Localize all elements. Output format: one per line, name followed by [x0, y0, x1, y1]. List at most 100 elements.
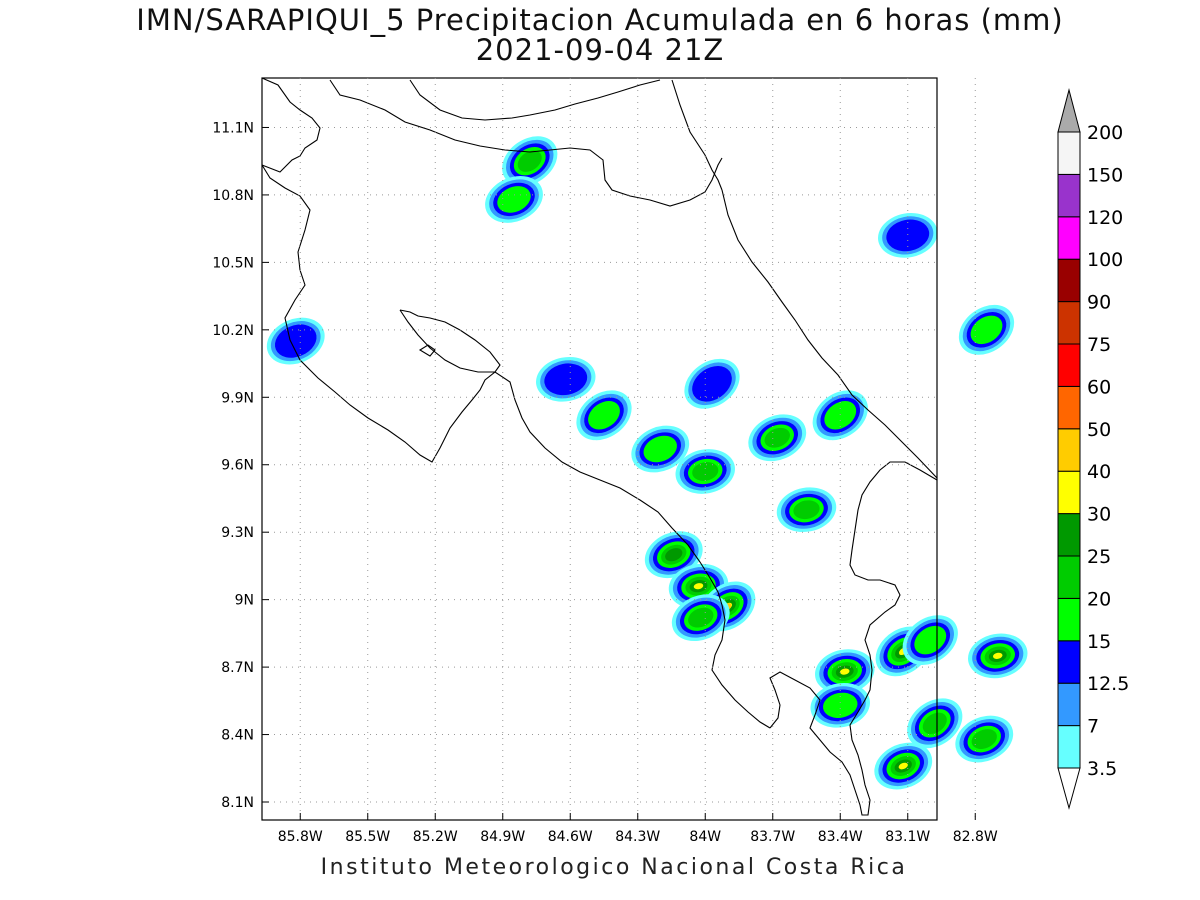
- y-tick-label: 10.5N: [212, 255, 254, 271]
- x-tick-label: 82.8W: [953, 829, 998, 845]
- colorbar-level-label: 150: [1087, 164, 1123, 186]
- y-tick-label: 10.8N: [212, 188, 254, 204]
- colorbar-level-label: 120: [1087, 207, 1123, 229]
- colorbar-level-label: 60: [1087, 376, 1111, 398]
- colorbar-level-label: 12.5: [1087, 673, 1129, 695]
- colorbar-swatch: [1057, 301, 1081, 345]
- map-timestamp: 2021-09-04 21Z: [475, 33, 725, 67]
- colorbar-swatch: [1057, 470, 1081, 515]
- colorbar-level-label: 30: [1087, 504, 1111, 526]
- colorbar-swatch: [1057, 173, 1081, 218]
- colorbar-level-label: 50: [1087, 419, 1111, 441]
- colorbar-swatch: [1057, 385, 1081, 430]
- precip-cell: [902, 615, 958, 666]
- coastline-caribbean: [721, 189, 938, 479]
- coastline-gulf-nicoya: [399, 309, 771, 729]
- colorbar-level-label: 75: [1087, 334, 1111, 356]
- colorbar-level-label: 200: [1087, 122, 1123, 144]
- precip-contour: [643, 435, 677, 463]
- colorbar-swatch: [1057, 216, 1081, 260]
- precip-contour: [588, 401, 620, 430]
- precip-contour: [764, 427, 790, 448]
- coastline-nicaragua-pacific: [261, 77, 321, 173]
- colorbar-level-label: 40: [1087, 461, 1111, 483]
- precip-cell: [810, 682, 870, 728]
- x-tick-label: 83.4W: [818, 829, 863, 845]
- precip-contour: [274, 324, 317, 358]
- colorbar-level-label: 7: [1087, 716, 1099, 738]
- precip-cell: [776, 487, 837, 533]
- precip-cell: [748, 414, 807, 462]
- precip-cell: [485, 176, 543, 223]
- colorbar-swatch: [1057, 597, 1081, 642]
- colorbar-level-label: 3.5: [1087, 758, 1117, 780]
- lake-nicaragua-shore: [409, 79, 661, 121]
- coastline-caribbean-nicaragua: [671, 79, 723, 191]
- precip-contour: [922, 712, 947, 734]
- colorbar-legend: 3.5 7 12.5 15 20 25 30 40 50 60 75 90 100 120 150 200: [1057, 88, 1129, 810]
- y-tick-label: 8.7N: [221, 660, 254, 676]
- precip-cell: [671, 594, 730, 642]
- colorbar-swatch: [1057, 513, 1081, 557]
- coastline-osa: [769, 461, 938, 816]
- precip-contour: [793, 500, 820, 520]
- colorbar-swatch: [1057, 258, 1081, 303]
- y-tick-label: 10.2N: [212, 323, 254, 339]
- x-tick-label: 84.6W: [548, 829, 593, 845]
- lake-nicoya-islet: [418, 344, 436, 357]
- coastline-guanacaste: [261, 164, 501, 463]
- x-tick-label: 84.9W: [480, 829, 525, 845]
- precip-contour: [544, 363, 588, 396]
- lat-lon-grid: [262, 78, 976, 820]
- y-tick-label: 9N: [235, 593, 254, 609]
- colorbar-level-label: 20: [1087, 588, 1111, 610]
- y-tick-label: 9.9N: [221, 390, 254, 406]
- colorbar-swatch: [1057, 428, 1081, 472]
- colorbar-level-label: 100: [1087, 249, 1123, 271]
- precip-cell: [631, 425, 690, 473]
- colorbar-upper-extend: [1057, 88, 1081, 133]
- colorbar-lower-extend: [1057, 767, 1081, 810]
- precip-cell: [266, 317, 325, 365]
- footer-credit: Instituto Meteorologico Nacional Costa R…: [320, 855, 908, 880]
- y-tick-label: 9.6N: [221, 458, 254, 474]
- x-tick-label: 83.7W: [750, 829, 795, 845]
- y-tick-label: 9.3N: [221, 525, 254, 541]
- y-tick-label: 11.1N: [212, 120, 254, 136]
- colorbar-level-label: 90: [1087, 292, 1111, 314]
- precip-cell: [576, 390, 632, 441]
- precip-contour: [993, 652, 1003, 659]
- precip-cell: [874, 742, 933, 790]
- precip-contour: [497, 186, 531, 213]
- precip-contour: [898, 762, 908, 770]
- precip-contour: [823, 692, 858, 718]
- precip-cell: [684, 358, 740, 409]
- precip-cell: [878, 213, 938, 258]
- border-north: [329, 79, 723, 207]
- axis-ticks: 85.8W 85.5W 85.2W 84.9W 84.6W 84.3W 84W 83.7W 83…: [212, 120, 998, 845]
- precip-contour: [517, 150, 542, 172]
- precip-contour: [971, 729, 997, 749]
- precip-contour: [693, 583, 704, 590]
- precip-contour: [824, 401, 857, 430]
- precip-cell: [968, 633, 1028, 679]
- colorbar-swatch: [1057, 640, 1081, 684]
- colorbar-swatch: [1057, 343, 1081, 387]
- precipitation-field: [266, 136, 1028, 790]
- precip-contour: [914, 625, 947, 655]
- colorbar-swatch: [1057, 131, 1081, 175]
- y-tick-label: 8.1N: [221, 795, 254, 811]
- precip-cell: [536, 356, 596, 402]
- x-tick-label: 85.8W: [278, 829, 323, 845]
- x-tick-label: 84.3W: [615, 829, 660, 845]
- precip-contour: [688, 607, 714, 628]
- map-frame: [261, 77, 938, 821]
- precip-contour: [692, 462, 719, 481]
- colorbar-swatch: [1057, 725, 1081, 769]
- precip-contour: [970, 315, 1003, 345]
- map-title: IMN/SARAPIQUI_5 Precipitacion Acumulada …: [136, 3, 1064, 37]
- precip-cell: [815, 649, 875, 694]
- precip-contour: [886, 219, 930, 252]
- precip-cell: [958, 304, 1015, 355]
